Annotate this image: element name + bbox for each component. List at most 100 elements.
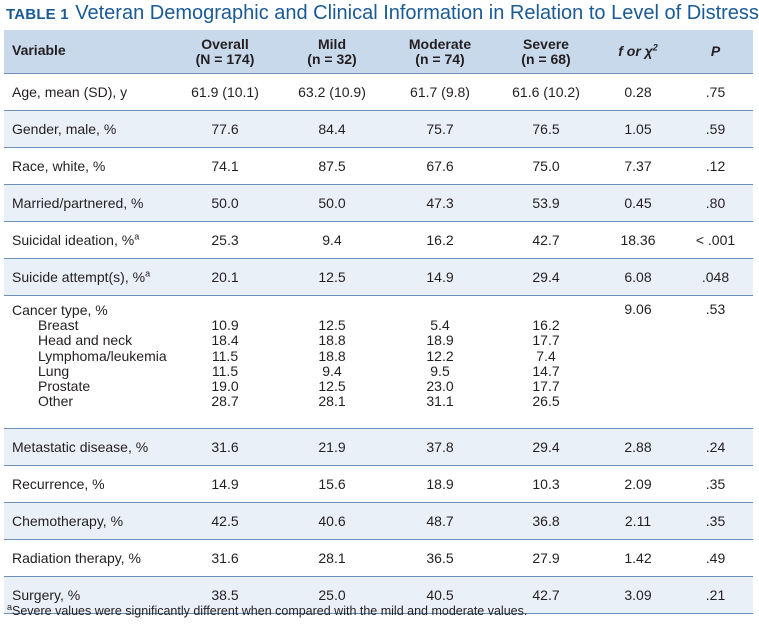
cell-moderate: 31.1 bbox=[426, 393, 454, 410]
header-overall-n: (N = 174) bbox=[195, 50, 255, 67]
cell-p: .80 bbox=[678, 184, 753, 222]
table-row: Metastatic disease, % 31.6 21.9 37.8 29.… bbox=[4, 428, 753, 466]
cancer-moderate-column: 5.4 18.9 12.2 9.5 23.0 31.1 bbox=[386, 295, 494, 429]
row-variable-text: Suicide attempt(s), % bbox=[12, 269, 146, 285]
cell-overall: 10.9 bbox=[211, 317, 239, 333]
cancer-severe-column: 16.2 17.7 7.4 14.7 17.7 26.5 bbox=[494, 295, 598, 429]
cell-f: 1.05 bbox=[598, 110, 678, 148]
table-row: Suicidal ideation, %a 25.3 9.4 16.2 42.7… bbox=[4, 221, 753, 259]
table-row: Suicide attempt(s), %a 20.1 12.5 14.9 29… bbox=[4, 258, 753, 296]
table-footnote: aSevere values were significantly differ… bbox=[7, 602, 527, 618]
header-p: P bbox=[678, 30, 753, 74]
table-row: Chemotherapy, % 42.5 40.6 48.7 36.8 2.11… bbox=[4, 502, 753, 540]
cell-f: 7.37 bbox=[598, 147, 678, 185]
cell-severe: 36.8 bbox=[494, 502, 598, 540]
cell-severe: 17.7 bbox=[532, 332, 560, 349]
footnote-marker: a bbox=[145, 268, 151, 279]
cell-f: 0.45 bbox=[598, 184, 678, 222]
header-moderate-n: (n = 74) bbox=[415, 50, 465, 67]
cell-p: .59 bbox=[678, 110, 753, 148]
cell-f: 2.09 bbox=[598, 465, 678, 503]
table-row: Age, mean (SD), y 61.9 (10.1) 63.2 (10.9… bbox=[4, 73, 753, 111]
row-variable: Married/partnered, % bbox=[4, 184, 172, 222]
cell-mild: 40.6 bbox=[278, 502, 386, 540]
cancer-subtype: Prostate bbox=[38, 378, 91, 395]
cell-f: 6.08 bbox=[598, 258, 678, 296]
cell-mild: 87.5 bbox=[278, 147, 386, 185]
cell-overall: 18.4 bbox=[211, 332, 239, 349]
header-variable: Variable bbox=[4, 30, 172, 74]
table-row: Recurrence, % 14.9 15.6 18.9 10.3 2.09 .… bbox=[4, 465, 753, 503]
cell-severe: 10.3 bbox=[494, 465, 598, 503]
table-row: Radiation therapy, % 31.6 28.1 36.5 27.9… bbox=[4, 539, 753, 577]
cell-p: .53 bbox=[678, 295, 753, 429]
cell-f: 2.88 bbox=[598, 428, 678, 466]
cell-overall: 31.6 bbox=[172, 428, 278, 466]
cell-mild: 15.6 bbox=[278, 465, 386, 503]
cell-overall: 77.6 bbox=[172, 110, 278, 148]
cell-mild: 18.8 bbox=[318, 347, 346, 364]
header-f-chi: f or χ2 bbox=[598, 30, 678, 74]
cell-mild: 18.8 bbox=[318, 332, 346, 349]
cancer-subtype: Lymphoma/leukemia bbox=[38, 347, 167, 364]
cell-severe: 61.6 (10.2) bbox=[494, 73, 598, 111]
cell-mild: 28.1 bbox=[278, 539, 386, 577]
header-row: Variable Overall (N = 174) Mild (n = 32)… bbox=[4, 30, 753, 74]
cell-moderate: 36.5 bbox=[386, 539, 494, 577]
row-variable: Metastatic disease, % bbox=[4, 428, 172, 466]
cell-overall: 14.9 bbox=[172, 465, 278, 503]
cell-mild: 12.5 bbox=[278, 258, 386, 296]
table-caption: Veteran Demographic and Clinical Informa… bbox=[75, 2, 759, 24]
cell-overall: 28.7 bbox=[211, 393, 239, 410]
table-row: Race, white, % 74.1 87.5 67.6 75.0 7.37 … bbox=[4, 147, 753, 185]
header-severe-n: (n = 68) bbox=[521, 50, 571, 67]
header-mild-label: Mild bbox=[318, 35, 346, 52]
cell-moderate: 9.5 bbox=[430, 362, 450, 379]
cancer-subtype: Head and neck bbox=[38, 332, 133, 349]
cell-severe: 16.2 bbox=[532, 317, 560, 333]
cell-moderate: 18.9 bbox=[386, 465, 494, 503]
cell-f: 3.09 bbox=[598, 576, 678, 614]
cell-overall: 11.5 bbox=[211, 347, 239, 364]
table-number: TABLE 1 bbox=[6, 6, 69, 23]
row-variable-text: Suicidal ideation, % bbox=[12, 232, 135, 248]
cell-p: .75 bbox=[678, 73, 753, 111]
cancer-type-heading: Cancer type, % bbox=[12, 302, 108, 318]
cell-severe: 7.4 bbox=[536, 347, 556, 364]
cancer-p-value: .53 bbox=[705, 301, 726, 317]
header-chi-superscript: 2 bbox=[652, 42, 658, 53]
cell-overall: 25.3 bbox=[172, 221, 278, 259]
header-mild-n: (n = 32) bbox=[307, 50, 357, 67]
row-variable: Race, white, % bbox=[4, 147, 172, 185]
cancer-type-labels: Cancer type, % Breast Head and neck Lymp… bbox=[4, 295, 172, 429]
header-overall: Overall (N = 174) bbox=[172, 30, 278, 74]
cell-mild: 63.2 (10.9) bbox=[278, 73, 386, 111]
cell-severe: 76.5 bbox=[494, 110, 598, 148]
header-mild: Mild (n = 32) bbox=[278, 30, 386, 74]
footnote-marker: a bbox=[134, 231, 140, 242]
cell-f: 2.11 bbox=[598, 502, 678, 540]
table-title: TABLE 1 Veteran Demographic and Clinical… bbox=[6, 2, 759, 28]
cancer-subtype: Lung bbox=[38, 362, 70, 379]
cell-severe: 42.7 bbox=[494, 221, 598, 259]
cell-severe: 26.5 bbox=[532, 393, 560, 410]
cell-p: .35 bbox=[678, 465, 753, 503]
cell-f: 9.06 bbox=[598, 295, 678, 429]
row-variable: Age, mean (SD), y bbox=[4, 73, 172, 111]
cell-mild: 9.4 bbox=[322, 362, 342, 379]
cell-moderate: 61.7 (9.8) bbox=[386, 73, 494, 111]
row-variable: Surgery, % bbox=[4, 576, 172, 614]
cell-overall: 11.5 bbox=[211, 362, 239, 379]
cell-severe: 14.7 bbox=[532, 362, 560, 379]
cell-moderate: 16.2 bbox=[386, 221, 494, 259]
cancer-f-value: 9.06 bbox=[624, 301, 652, 317]
cell-moderate: 12.2 bbox=[426, 347, 454, 364]
header-moderate-label: Moderate bbox=[408, 35, 472, 52]
cell-overall: 19.0 bbox=[211, 378, 239, 395]
cell-overall: 31.6 bbox=[172, 539, 278, 577]
cancer-subtype: Breast bbox=[38, 317, 79, 333]
cell-mild: 25.0 bbox=[278, 576, 386, 614]
cancer-overall-column: 10.9 18.4 11.5 11.5 19.0 28.7 bbox=[172, 295, 278, 429]
row-variable: Suicide attempt(s), %a bbox=[4, 258, 172, 296]
cell-mild: 9.4 bbox=[278, 221, 386, 259]
